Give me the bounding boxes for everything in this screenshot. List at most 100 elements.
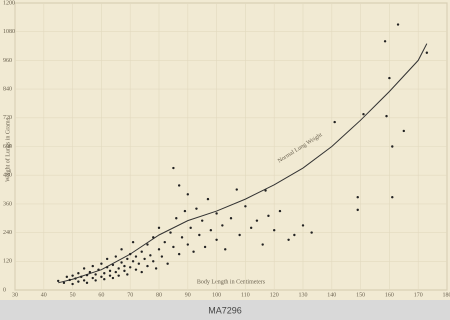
data-point	[356, 208, 359, 212]
data-point	[264, 189, 267, 192]
data-point	[100, 262, 103, 265]
data-point	[166, 262, 169, 265]
data-point	[154, 267, 158, 270]
data-point	[362, 113, 365, 116]
data-point	[108, 274, 112, 277]
data-point	[85, 281, 89, 285]
data-point	[224, 248, 227, 251]
data-point	[57, 279, 60, 283]
x-tick-label: 80	[156, 292, 162, 298]
data-point	[74, 277, 77, 280]
data-point	[129, 252, 132, 256]
data-point	[189, 226, 192, 230]
data-point	[91, 276, 94, 280]
data-point	[221, 224, 224, 227]
x-tick-label: 120	[270, 292, 279, 298]
data-point	[117, 274, 120, 277]
data-point	[172, 166, 175, 170]
data-point	[146, 264, 149, 268]
data-point	[123, 264, 126, 268]
footer-strip	[0, 300, 450, 320]
data-point	[143, 257, 146, 261]
data-point	[310, 231, 313, 234]
y-tick-label: 0	[3, 287, 6, 293]
data-point	[186, 193, 189, 196]
data-point	[238, 233, 241, 237]
data-point	[396, 23, 400, 26]
x-tick-label: 170	[414, 292, 423, 298]
data-point	[215, 238, 218, 241]
data-point	[117, 267, 120, 270]
data-point	[255, 219, 259, 222]
data-point	[134, 268, 138, 271]
data-point	[114, 255, 118, 258]
x-tick-label: 50	[70, 292, 76, 298]
data-point	[103, 272, 106, 275]
data-point	[71, 274, 74, 277]
data-point	[91, 264, 94, 268]
data-point	[137, 262, 141, 265]
data-point	[114, 270, 118, 274]
data-point	[229, 217, 233, 220]
data-point	[163, 240, 166, 244]
y-tick-label: 1200	[3, 0, 15, 6]
y-tick-label: 480	[3, 173, 12, 179]
data-point	[169, 231, 172, 234]
data-point	[203, 245, 207, 249]
data-point	[385, 114, 388, 118]
data-point	[249, 226, 253, 230]
data-point	[388, 76, 391, 80]
y-tick-label: 120	[3, 259, 12, 265]
data-point	[100, 275, 103, 279]
y-tick-label: 720	[3, 115, 12, 121]
data-point	[235, 188, 238, 191]
data-point	[68, 278, 71, 282]
y-tick-label: 240	[3, 230, 12, 236]
data-point	[140, 270, 143, 274]
data-point	[172, 245, 175, 249]
x-tick-label: 40	[41, 292, 47, 298]
data-point	[180, 236, 184, 239]
data-point	[97, 268, 100, 271]
data-point	[273, 229, 276, 232]
data-point	[175, 217, 178, 220]
normal-curve	[58, 43, 428, 284]
data-point	[192, 250, 195, 253]
x-tick-label: 30	[12, 292, 18, 298]
x-tick-label: 60	[98, 292, 104, 298]
data-point	[206, 197, 210, 201]
y-tick-label: 600	[3, 144, 12, 150]
data-point	[105, 257, 109, 261]
data-point	[111, 276, 115, 280]
x-tick-label: 150	[356, 292, 365, 298]
data-point	[134, 255, 138, 258]
data-point	[82, 279, 86, 282]
y-tick-label: 1080	[3, 29, 15, 35]
y-tick-label: 960	[3, 58, 12, 64]
x-tick-label: 180	[443, 292, 450, 298]
data-point	[391, 196, 394, 199]
data-point	[65, 275, 69, 279]
data-point	[391, 145, 394, 148]
x-tick-label: 160	[385, 292, 394, 298]
data-point	[356, 196, 359, 199]
x-tick-label: 100	[212, 292, 221, 298]
x-tick-label: 70	[127, 292, 133, 298]
data-point	[146, 243, 149, 246]
data-point	[80, 275, 83, 279]
data-point	[201, 219, 204, 222]
data-point	[140, 250, 143, 253]
data-point	[195, 207, 198, 210]
data-point	[111, 263, 115, 267]
x-tick-label: 130	[299, 292, 308, 298]
data-point	[425, 51, 429, 54]
data-point	[103, 278, 106, 281]
data-point	[62, 281, 66, 285]
data-point	[160, 255, 164, 258]
data-point	[402, 129, 405, 133]
y-tick-label: 840	[3, 86, 12, 92]
data-point	[198, 233, 201, 237]
data-point	[131, 260, 135, 263]
